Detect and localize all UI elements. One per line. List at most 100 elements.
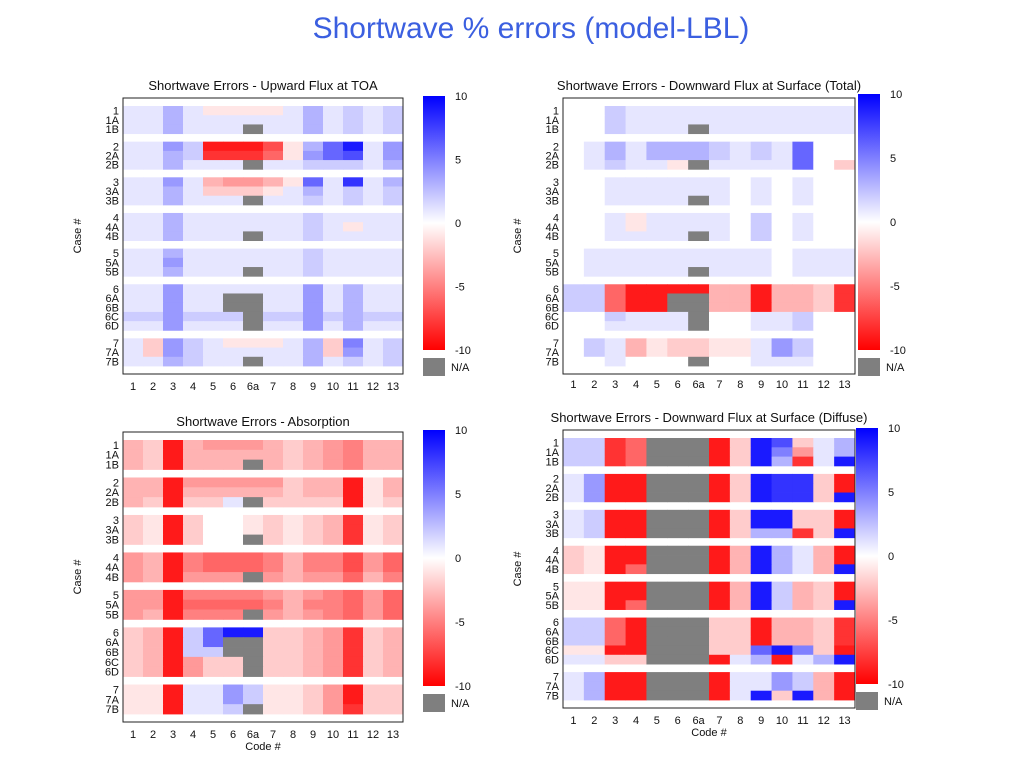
heatmap-cell [625,617,647,628]
heatmap-cell [729,447,752,458]
heatmap-cell [363,124,384,135]
heatmap-cell [303,609,324,620]
heatmap-cell [123,160,144,170]
x-tick-label: 13 [838,379,850,391]
heatmap-cell [625,195,647,206]
heatmap-cell [123,656,144,668]
heatmap-cell [792,438,814,448]
heatmap-cell [688,212,710,223]
heatmap-cell [383,589,404,601]
heatmap-cell [625,672,647,682]
heatmap-cell [625,545,647,556]
heatmap-cell [183,514,204,526]
heatmap-cell [123,115,144,125]
heatmap-cell [709,222,731,232]
heatmap-cell [343,449,364,461]
heatmap-cell [323,231,344,242]
heatmap-cell [343,284,364,294]
heatmap-cell [604,347,626,358]
heatmap-cell [163,627,184,638]
heatmap-cell [303,449,324,461]
heatmap-cell [263,177,284,187]
colorbar-tick-label: 10 [890,89,902,101]
heatmap-cell [203,195,224,206]
heatmap-cell [834,267,856,277]
heatmap-cell [383,514,404,526]
heatmap-cell [163,302,184,313]
heatmap-cell [363,195,384,206]
heatmap-cell [709,141,731,152]
heatmap-cell [813,248,835,259]
heatmap-cell [771,590,793,601]
heatmap-cell [203,284,224,294]
na-cell [688,690,710,701]
heatmap-cell [263,186,284,197]
heatmap-cell [750,519,772,529]
heatmap-cell [792,150,814,161]
na-swatch [423,358,445,376]
heatmap-cell [792,492,814,503]
heatmap-cell [709,564,731,575]
heatmap-cell [263,497,284,508]
heatmap-cell [792,177,814,187]
y-axis-label: Case # [72,218,84,254]
heatmap-cell [283,599,304,610]
heatmap-cell [750,248,772,259]
x-tick-label: 10 [776,379,788,391]
case-label: 1B [546,456,559,468]
heatmap-cell [750,186,772,197]
heatmap-cell [323,248,344,259]
heatmap-cell [303,572,324,583]
heatmap-cell [263,231,284,242]
heatmap-cell [625,356,647,367]
chart-title: Shortwave Errors - Downward Flux at Surf… [557,78,861,93]
x-tick-label: 7 [716,379,722,391]
heatmap-cell [123,459,144,470]
heatmap-cell [183,177,204,187]
na-cell [243,231,264,242]
heatmap-cell [813,267,835,277]
y-axis-label: Case # [512,551,524,587]
heatmap-cell [303,302,324,313]
heatmap-cell [263,212,284,223]
heatmap-cell [792,356,814,367]
heatmap-cell [834,177,856,187]
heatmap-cell [123,627,144,638]
heatmap-cell [203,338,224,348]
na-cell [688,447,710,458]
heatmap-cell [323,347,344,358]
heatmap-cell [583,293,606,304]
heatmap-cell [583,509,606,520]
heatmap-cell [604,284,626,294]
heatmap-cell [283,440,304,451]
heatmap-cell [283,552,304,563]
heatmap-cell [163,599,184,610]
heatmap-cell [604,519,626,529]
heatmap-cell [771,248,793,259]
na-cell [646,690,668,701]
case-label: 6B [106,302,119,314]
case-label: 3 [113,177,119,189]
heatmap-cell [163,124,184,135]
na-cell [667,636,689,646]
heatmap-cell [363,487,384,498]
case-label: 6B [546,636,559,648]
heatmap-cell [563,115,585,125]
case-label: 6B [106,647,119,659]
chart-title: Shortwave Errors - Absorption [176,414,349,429]
heatmap-cell [729,456,752,467]
heatmap-cell [363,609,384,620]
heatmap-cell [243,477,264,488]
heatmap-cell [709,248,731,259]
heatmap-cell [283,141,304,152]
case-label: 6 [553,284,559,296]
heatmap-cell [243,562,264,573]
heatmap-cell [792,195,814,206]
heatmap-cell [183,293,204,304]
heatmap-cell [688,115,710,125]
heatmap-cell [123,562,144,573]
heatmap-cell [813,150,835,161]
heatmap-cell [143,627,164,638]
heatmap-cell [243,115,264,125]
heatmap-cell [203,599,224,610]
